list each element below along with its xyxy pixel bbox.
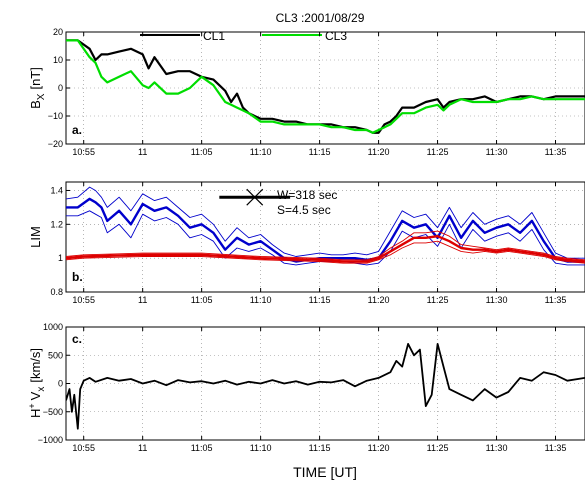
x-tick-label: 11:10 xyxy=(250,443,272,453)
y-tick-label: −10 xyxy=(48,111,63,121)
x-tick-label: 11:35 xyxy=(545,295,567,305)
window-annotation: W=318 sec xyxy=(277,188,337,202)
series-line-1-1 xyxy=(66,186,585,259)
x-tick-label: 11:30 xyxy=(486,295,508,305)
x-tick-label: 11 xyxy=(138,443,147,453)
panel-lim-frame xyxy=(65,181,585,293)
x-tick-label: 11:15 xyxy=(309,147,331,157)
panel-label-b: b. xyxy=(72,270,83,284)
y-axis-label-vx: H+Vx[km/s] xyxy=(27,348,47,418)
panel-lim xyxy=(65,181,585,293)
series-line-1-4 xyxy=(66,230,585,261)
x-tick-label: 11:20 xyxy=(368,147,390,157)
x-tick-label: 11:10 xyxy=(250,147,272,157)
panel-1-marks: 10:55 11 11:05 11:10 11:15 11:20 11:25 11:30 11:… xyxy=(50,182,585,305)
panel-0-marks: 10:55 11 11:05 11:10 11:15 11:20 11:25 11:30 11:… xyxy=(48,27,585,157)
y-tick-label: −500 xyxy=(43,407,63,417)
x-tick-label: 11:25 xyxy=(427,147,449,157)
y-tick-label: 0 xyxy=(58,379,63,389)
y-tick-label: 1 xyxy=(58,253,63,263)
x-tick-label: 11:35 xyxy=(545,147,567,157)
y-axis-label-bx: BX[nT] xyxy=(28,67,47,109)
window-marker xyxy=(246,188,264,206)
panel-label-a: a. xyxy=(72,123,82,137)
y-tick-label: −20 xyxy=(48,139,63,149)
x-tick-label: 11:25 xyxy=(427,443,449,453)
x-tick-label: 11:35 xyxy=(545,443,567,453)
x-tick-label: 11:25 xyxy=(427,295,449,305)
step-annotation: S=4.5 sec xyxy=(277,203,331,217)
chart-marks: 10:55 11 11:05 11:10 11:15 11:20 11:25 11:30 11:… xyxy=(38,27,585,453)
x-tick-label: 11:30 xyxy=(486,147,508,157)
x-tick-label: 10:55 xyxy=(72,147,95,157)
panel-bx xyxy=(65,31,585,145)
x-tick-label: 11 xyxy=(138,295,147,305)
y-tick-label: 0.8 xyxy=(50,287,63,297)
x-tick-label: 11:20 xyxy=(368,295,390,305)
x-axis-label: TIME [UT] xyxy=(293,464,357,480)
series-line-2-0 xyxy=(66,342,585,430)
y-tick-label: 10 xyxy=(53,55,63,65)
legend-label-cl1: CL1 xyxy=(203,29,225,43)
y-tick-label: 0 xyxy=(58,83,63,93)
y-tick-label: −1000 xyxy=(38,435,63,445)
x-tick-label: 10:55 xyxy=(72,443,95,453)
y-tick-label: 1.2 xyxy=(50,219,63,229)
panel-bx-frame xyxy=(65,31,585,145)
y-tick-label: 500 xyxy=(48,350,63,360)
x-tick-label: 11 xyxy=(138,147,147,157)
x-tick-label: 11:05 xyxy=(191,147,213,157)
series-line-1-5 xyxy=(66,240,585,264)
x-tick-label: 11:30 xyxy=(486,443,508,453)
x-tick-label: 11:10 xyxy=(250,295,272,305)
series-line-0-1 xyxy=(66,39,585,134)
x-tick-label: 10:55 xyxy=(72,295,95,305)
x-tick-label: 11:05 xyxy=(191,443,213,453)
y-axis-label-lim: LIM xyxy=(28,226,43,248)
legend-label-cl3: CL3 xyxy=(325,29,347,43)
y-tick-label: 1.4 xyxy=(50,185,63,195)
x-tick-label: 11:05 xyxy=(191,295,213,305)
y-tick-label: 1000 xyxy=(43,322,63,332)
y-tick-label: 20 xyxy=(53,27,63,37)
panel-2-marks: 10:55 11 11:05 11:10 11:15 11:20 11:25 11:30 11:… xyxy=(38,322,585,453)
x-tick-label: 11:15 xyxy=(309,443,331,453)
x-tick-label: 11:15 xyxy=(309,295,331,305)
chart-title: CL3 :2001/08/29 xyxy=(276,11,365,25)
series-line-1-3 xyxy=(66,234,585,263)
x-tick-label: 11:20 xyxy=(368,443,390,453)
series-line-1-2 xyxy=(66,210,585,266)
legend: CL1 CL3 xyxy=(140,29,347,43)
panel-label-c: c. xyxy=(72,332,82,346)
